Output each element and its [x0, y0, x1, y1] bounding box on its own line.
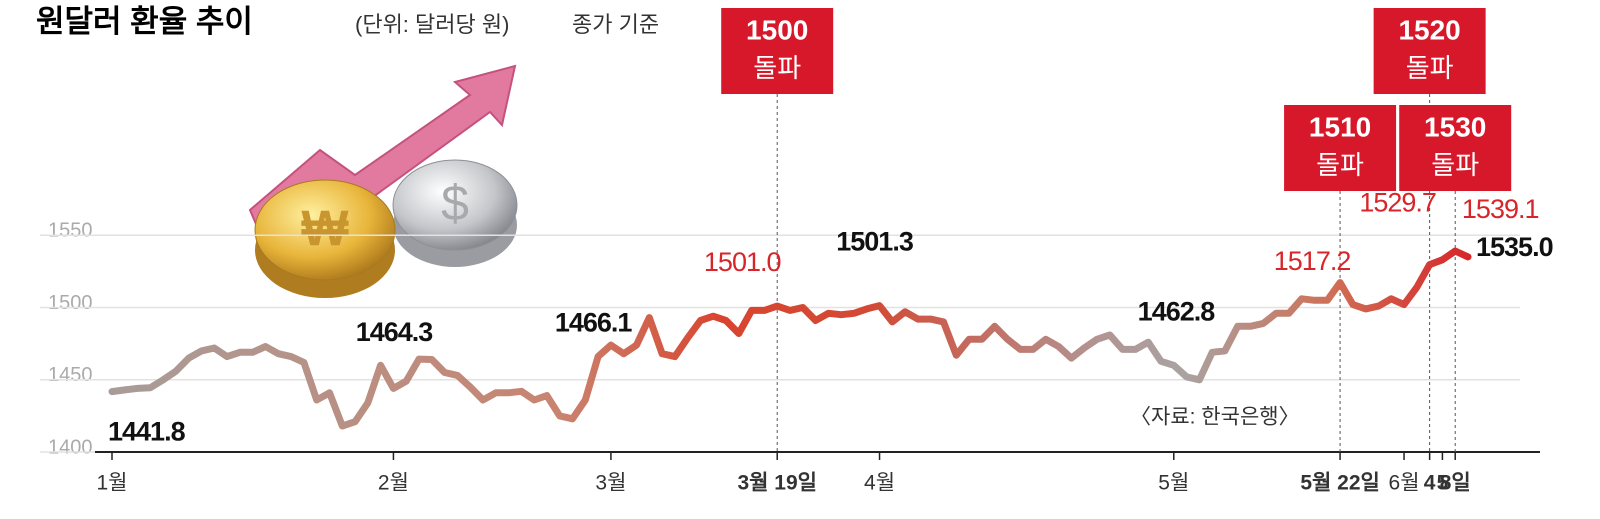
illustration: $ ₩ [248, 64, 518, 298]
x-tick-label: 4월 [864, 472, 895, 495]
note: 종가 기준 [572, 12, 659, 37]
chart-title: 원달러 환율 추이 [36, 4, 253, 39]
value-label: 1535.0 [1476, 232, 1553, 262]
y-tick-label: 1500 [48, 292, 93, 314]
value-label: 1464.3 [356, 317, 434, 347]
annotation-box [1373, 8, 1486, 94]
source: 〈자료: 한국은행〉 [1130, 406, 1300, 429]
annotation-box [721, 8, 834, 94]
annotation-text: 돌파 [753, 53, 801, 83]
value-label: 1501.0 [704, 247, 781, 277]
annotation-text: 돌파 [1406, 53, 1454, 83]
y-tick-label: 1400 [48, 436, 93, 458]
value-label: 1539.1 [1462, 194, 1539, 224]
y-tick-label: 1550 [48, 220, 93, 242]
x-tick-label: 8일 [1440, 472, 1471, 495]
x-tick-label: 6월 [1389, 472, 1420, 495]
annotation-box [1399, 105, 1512, 191]
data-line [108, 247, 1472, 430]
value-label: 1517.2 [1274, 246, 1351, 276]
annotation-title: 1510 [1309, 111, 1371, 142]
x-tick-label: 3월 [595, 472, 626, 495]
x-tick-label: 3월 19일 [737, 472, 817, 495]
value-label: 1501.3 [836, 227, 914, 257]
x-tick-label: 2월 [378, 472, 409, 495]
value-label: 1441.8 [108, 417, 186, 447]
svg-text:₩: ₩ [301, 200, 349, 256]
x-tick-label: 5 [1437, 472, 1449, 495]
annotation-text: 돌파 [1431, 150, 1479, 180]
annotation-title: 1530 [1424, 111, 1486, 142]
value-label: 1529.7 [1359, 188, 1436, 218]
value-label: 1462.8 [1138, 296, 1216, 326]
x-tick-label: 4 [1424, 472, 1436, 495]
y-tick-label: 1450 [48, 364, 93, 386]
annotation-title: 1520 [1398, 14, 1460, 45]
annotation-title: 1500 [746, 14, 808, 45]
svg-text:$: $ [441, 175, 469, 231]
x-tick-label: 5월 [1158, 472, 1189, 495]
subtitle: (단위: 달러당 원) [355, 12, 509, 37]
value-label: 1466.1 [555, 308, 633, 338]
x-tick-label: 1월 [97, 472, 128, 495]
annotation-box [1284, 105, 1397, 191]
annotation-text: 돌파 [1316, 150, 1364, 180]
x-tick-label: 5월 22일 [1300, 472, 1380, 495]
